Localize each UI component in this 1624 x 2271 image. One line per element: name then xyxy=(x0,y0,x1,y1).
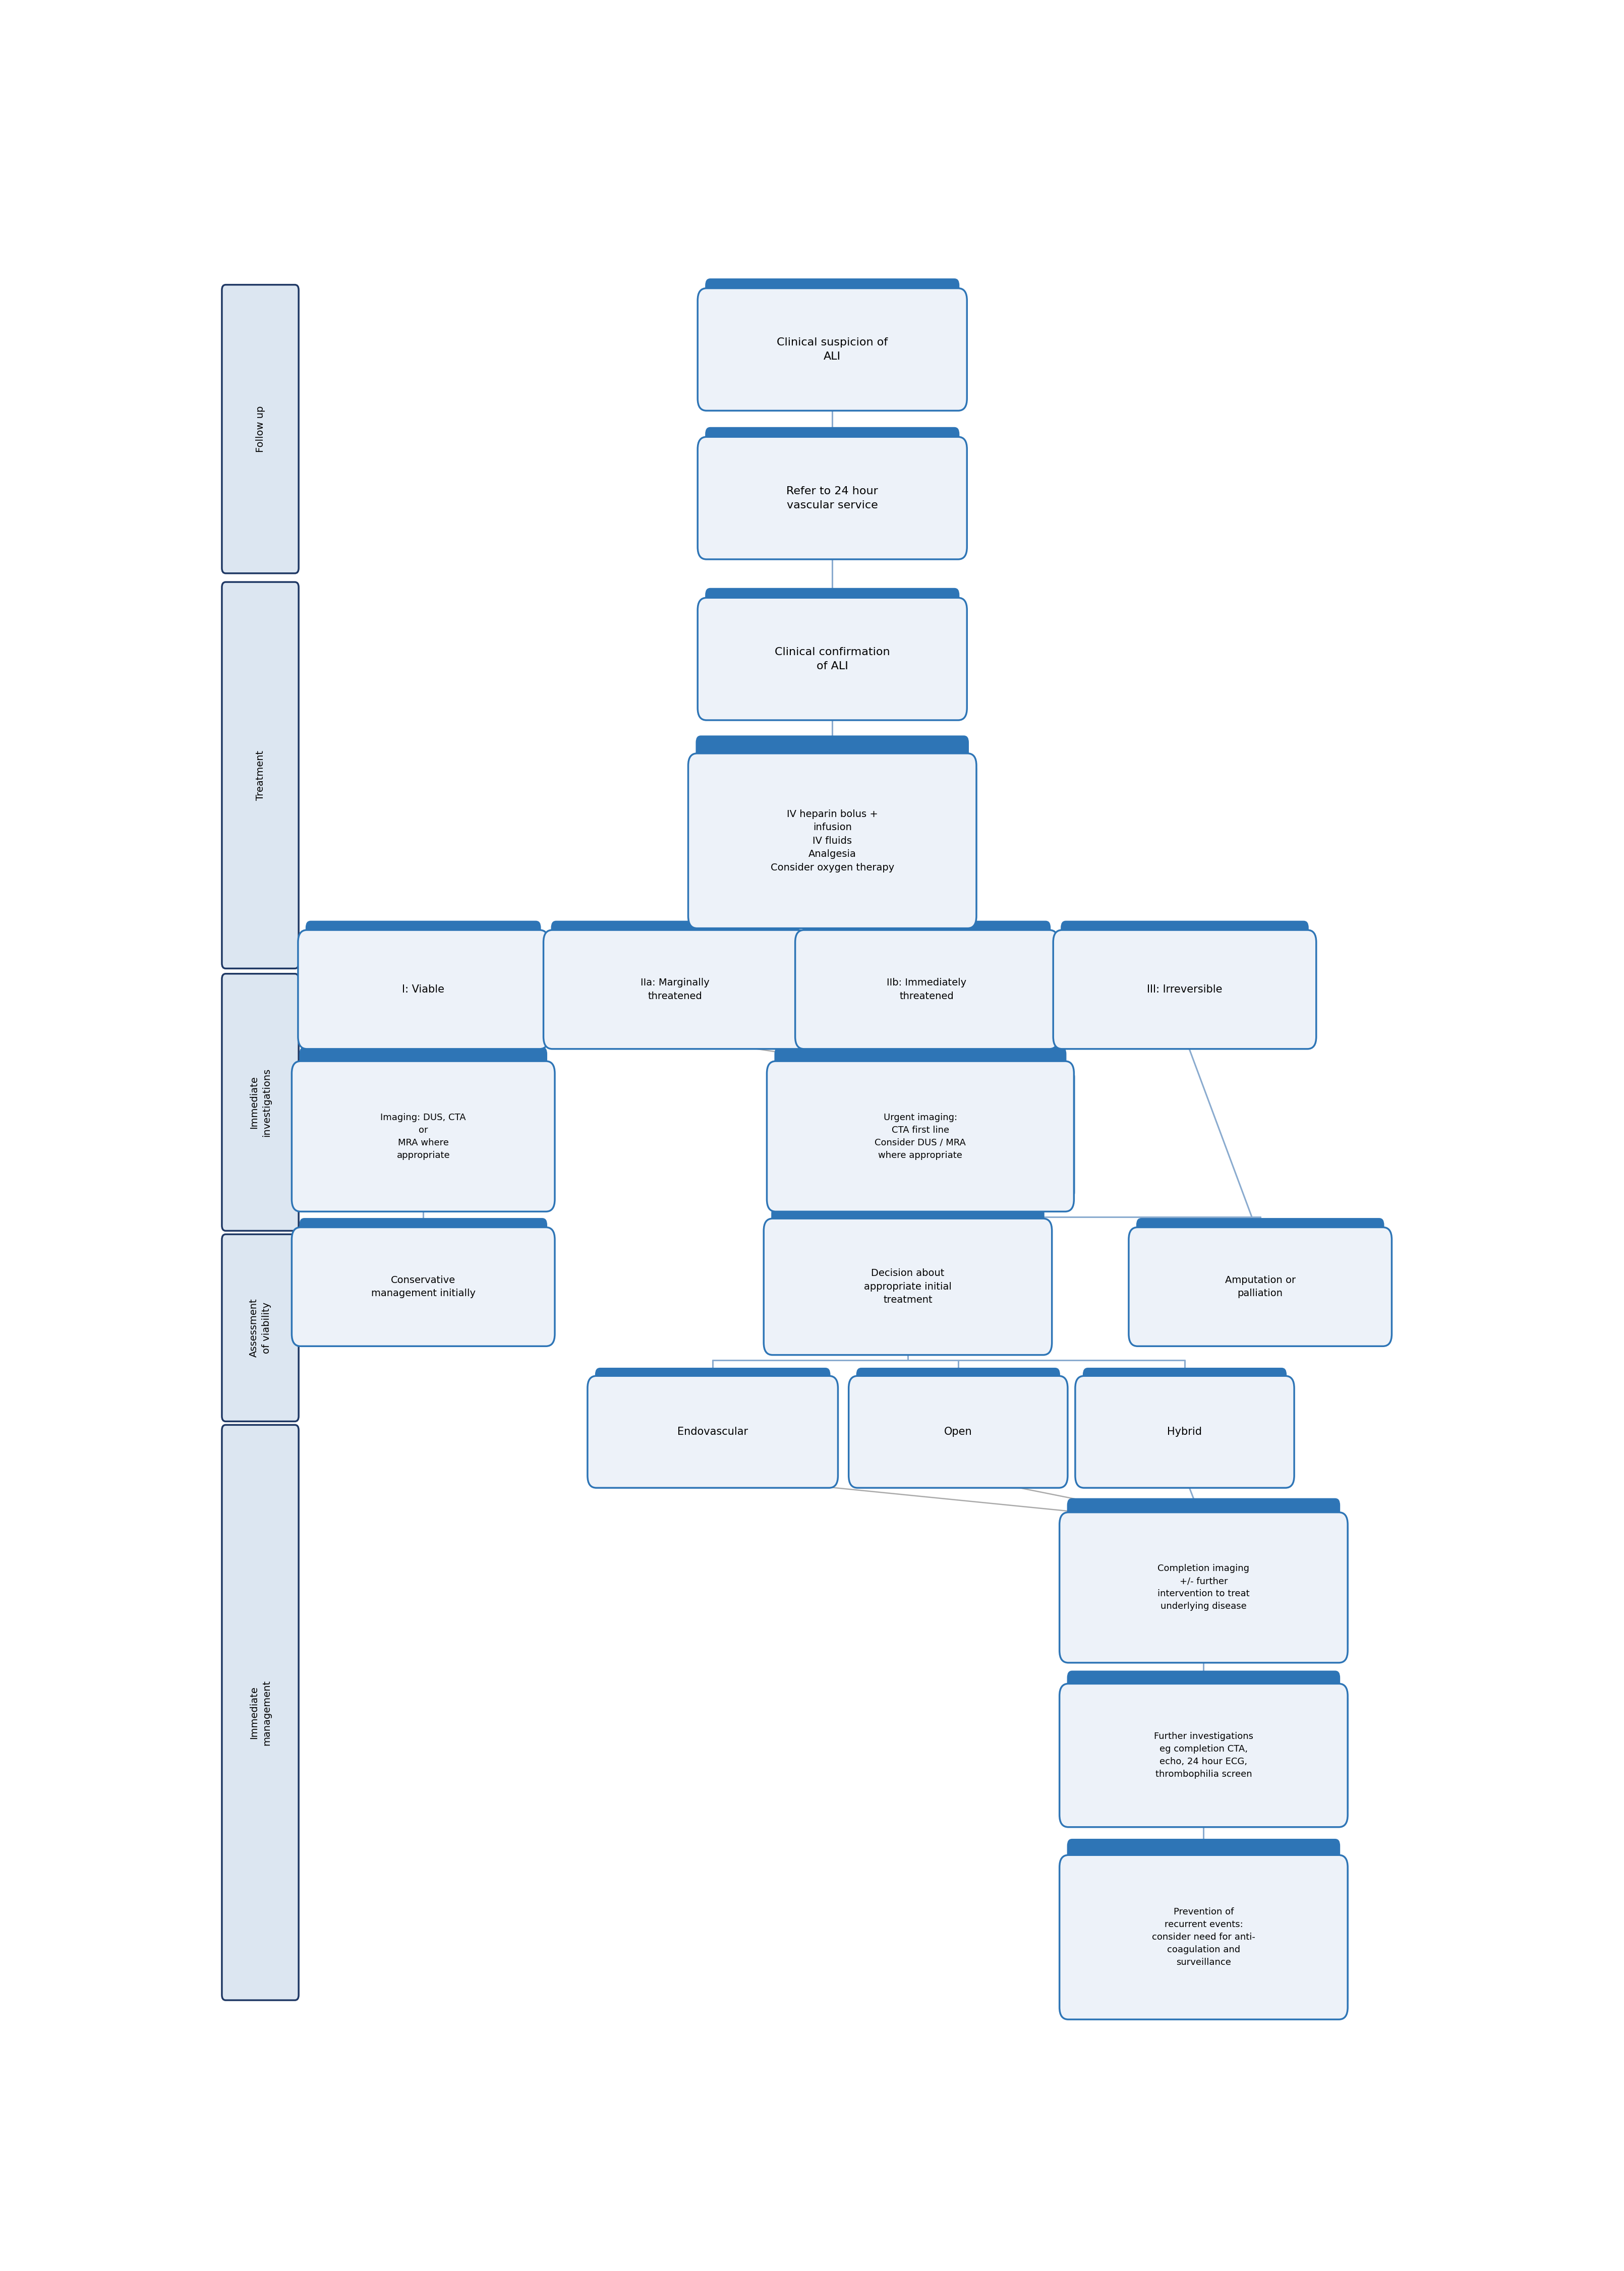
FancyBboxPatch shape xyxy=(292,1226,555,1347)
FancyBboxPatch shape xyxy=(698,436,966,559)
FancyBboxPatch shape xyxy=(594,1367,830,1406)
Text: Assessment
of viability: Assessment of viability xyxy=(248,1299,271,1358)
FancyBboxPatch shape xyxy=(544,931,807,1049)
FancyBboxPatch shape xyxy=(1039,1385,1067,1474)
FancyBboxPatch shape xyxy=(1129,1226,1392,1347)
Text: III: Irreversible: III: Irreversible xyxy=(1147,983,1223,995)
FancyBboxPatch shape xyxy=(802,920,1051,961)
FancyBboxPatch shape xyxy=(292,1061,555,1210)
FancyBboxPatch shape xyxy=(1075,1376,1294,1488)
FancyBboxPatch shape xyxy=(1083,1367,1286,1406)
FancyBboxPatch shape xyxy=(1060,920,1309,961)
FancyBboxPatch shape xyxy=(299,1047,547,1097)
FancyBboxPatch shape xyxy=(698,597,966,720)
FancyBboxPatch shape xyxy=(807,1385,838,1474)
Text: Imaging: DUS, CTA
or
MRA where
appropriate: Imaging: DUS, CTA or MRA where appropria… xyxy=(380,1113,466,1160)
Text: Treatment: Treatment xyxy=(255,749,265,799)
FancyBboxPatch shape xyxy=(935,609,968,706)
FancyBboxPatch shape xyxy=(1067,1499,1340,1549)
FancyBboxPatch shape xyxy=(1067,1840,1340,1892)
Text: IIb: Immediately
threatened: IIb: Immediately threatened xyxy=(887,979,966,1002)
FancyBboxPatch shape xyxy=(698,288,966,411)
Text: Urgent imaging:
CTA first line
Consider DUS / MRA
where appropriate: Urgent imaging: CTA first line Consider … xyxy=(875,1113,966,1160)
FancyBboxPatch shape xyxy=(222,284,299,572)
FancyBboxPatch shape xyxy=(1018,1229,1052,1340)
FancyBboxPatch shape xyxy=(1054,931,1315,1049)
FancyBboxPatch shape xyxy=(523,1238,555,1333)
FancyBboxPatch shape xyxy=(518,940,549,1036)
FancyBboxPatch shape xyxy=(1026,940,1059,1036)
Text: Further investigations
eg completion CTA,
echo, 24 hour ECG,
thrombophilia scree: Further investigations eg completion CTA… xyxy=(1155,1733,1254,1778)
FancyBboxPatch shape xyxy=(1059,1855,1348,2019)
FancyBboxPatch shape xyxy=(1314,1694,1348,1812)
Text: Conservative
management initially: Conservative management initially xyxy=(370,1276,476,1299)
Text: Follow up: Follow up xyxy=(255,407,265,452)
FancyBboxPatch shape xyxy=(705,588,960,629)
Text: IV heparin bolus +
infusion
IV fluids
Analgesia
Consider oxygen therapy: IV heparin bolus + infusion IV fluids An… xyxy=(770,808,895,872)
FancyBboxPatch shape xyxy=(222,1424,299,2001)
Text: Completion imaging
+/- further
intervention to treat
underlying disease: Completion imaging +/- further intervent… xyxy=(1158,1565,1249,1610)
FancyBboxPatch shape xyxy=(1059,1512,1348,1662)
FancyBboxPatch shape xyxy=(763,1220,1052,1356)
FancyBboxPatch shape xyxy=(523,1072,555,1197)
FancyBboxPatch shape xyxy=(935,300,968,397)
Text: Refer to 24 hour
vascular service: Refer to 24 hour vascular service xyxy=(786,486,879,511)
Text: Open: Open xyxy=(944,1426,973,1438)
Text: Prevention of
recurrent events:
consider need for anti-
coagulation and
surveill: Prevention of recurrent events: consider… xyxy=(1151,1908,1255,1967)
Text: IIa: Marginally
threatened: IIa: Marginally threatened xyxy=(640,979,710,1002)
Text: Clinical confirmation
of ALI: Clinical confirmation of ALI xyxy=(775,647,890,670)
FancyBboxPatch shape xyxy=(1267,1385,1293,1474)
FancyBboxPatch shape xyxy=(775,940,807,1036)
FancyBboxPatch shape xyxy=(588,1376,838,1488)
Text: Decision about
appropriate initial
treatment: Decision about appropriate initial treat… xyxy=(864,1269,952,1306)
FancyBboxPatch shape xyxy=(222,1235,299,1422)
FancyBboxPatch shape xyxy=(856,1367,1060,1406)
Text: I: Viable: I: Viable xyxy=(403,983,445,995)
Text: Clinical suspicion of
ALI: Clinical suspicion of ALI xyxy=(776,338,888,361)
FancyBboxPatch shape xyxy=(767,1061,1073,1210)
Text: Amputation or
palliation: Amputation or palliation xyxy=(1224,1276,1296,1299)
Text: Endovascular: Endovascular xyxy=(677,1426,749,1438)
FancyBboxPatch shape xyxy=(1285,940,1317,1036)
FancyBboxPatch shape xyxy=(935,447,968,545)
Text: Immediate
investigations: Immediate investigations xyxy=(248,1067,271,1136)
FancyBboxPatch shape xyxy=(1314,1524,1348,1649)
Text: Immediate
management: Immediate management xyxy=(248,1681,271,1746)
FancyBboxPatch shape xyxy=(1361,1238,1392,1333)
FancyBboxPatch shape xyxy=(1314,1864,1348,2005)
FancyBboxPatch shape xyxy=(944,763,978,915)
FancyBboxPatch shape xyxy=(849,1376,1067,1488)
FancyBboxPatch shape xyxy=(1067,1671,1340,1719)
FancyBboxPatch shape xyxy=(222,974,299,1231)
FancyBboxPatch shape xyxy=(1039,1072,1075,1197)
FancyBboxPatch shape xyxy=(299,1217,547,1258)
FancyBboxPatch shape xyxy=(695,736,970,793)
FancyBboxPatch shape xyxy=(222,581,299,967)
FancyBboxPatch shape xyxy=(705,427,960,470)
FancyBboxPatch shape xyxy=(771,1206,1044,1254)
FancyBboxPatch shape xyxy=(705,279,960,320)
Text: Hybrid: Hybrid xyxy=(1168,1426,1202,1438)
FancyBboxPatch shape xyxy=(1059,1683,1348,1828)
FancyBboxPatch shape xyxy=(1137,1217,1384,1258)
FancyBboxPatch shape xyxy=(796,931,1059,1049)
FancyBboxPatch shape xyxy=(305,920,541,961)
FancyBboxPatch shape xyxy=(689,754,976,929)
FancyBboxPatch shape xyxy=(775,1047,1067,1097)
FancyBboxPatch shape xyxy=(299,931,549,1049)
FancyBboxPatch shape xyxy=(551,920,799,961)
